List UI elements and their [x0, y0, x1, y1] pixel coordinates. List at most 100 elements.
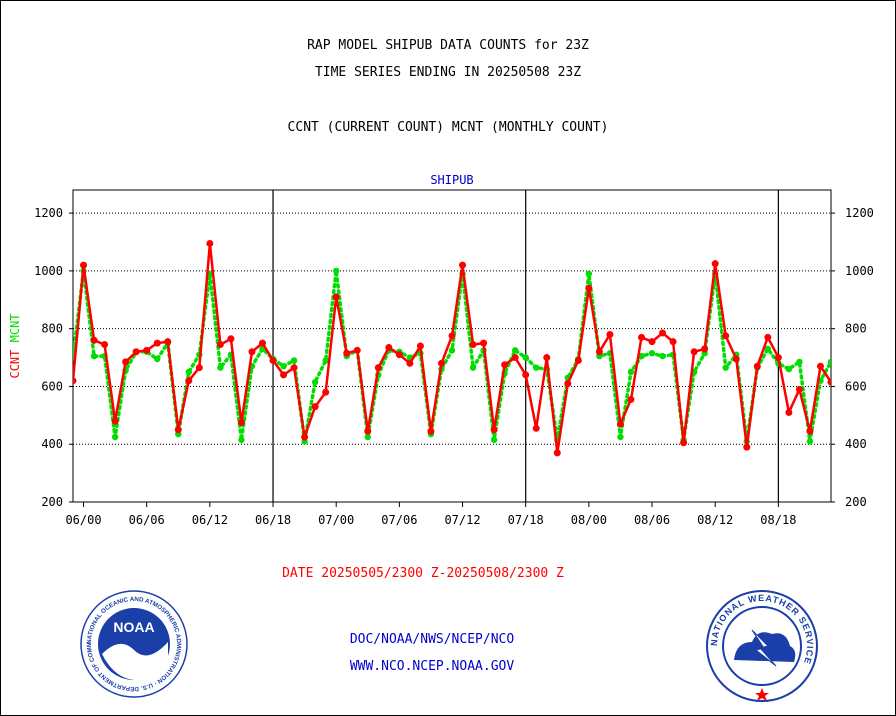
y-tick-label-right: 200 — [845, 495, 867, 509]
data-point-ccnt — [195, 364, 203, 372]
series-line-mcnt — [73, 269, 831, 444]
data-point-ccnt — [385, 343, 393, 351]
data-point-ccnt — [364, 427, 372, 435]
data-point-mcnt — [806, 438, 814, 445]
noaa-bird-icon — [102, 642, 168, 681]
data-point-ccnt — [701, 345, 709, 353]
data-point-mcnt — [311, 378, 319, 386]
nws-lightning-icon — [751, 629, 777, 667]
data-point-ccnt — [659, 329, 667, 337]
data-point-mcnt — [90, 352, 98, 360]
data-point-ccnt — [511, 354, 519, 362]
data-point-ccnt — [690, 348, 698, 356]
data-point-mcnt — [217, 364, 224, 371]
data-point-ccnt — [469, 341, 477, 349]
data-point-ccnt — [132, 348, 140, 356]
data-point-mcnt — [585, 270, 593, 277]
data-point-ccnt — [164, 338, 172, 346]
data-point-ccnt — [322, 388, 330, 396]
data-point-ccnt — [606, 330, 614, 338]
data-point-ccnt — [680, 439, 688, 447]
y-tick-label-right: 600 — [845, 379, 867, 393]
data-point-ccnt — [416, 342, 424, 350]
data-point-ccnt — [143, 346, 151, 354]
y-axis-label-mcnt: MCNT — [8, 313, 22, 349]
data-point-ccnt — [111, 417, 119, 425]
data-point-ccnt — [101, 341, 109, 349]
noaa-logo-text: NOAA — [113, 619, 154, 635]
data-point-ccnt — [627, 395, 635, 403]
data-point-ccnt — [711, 260, 719, 268]
y-tick-label: 600 — [41, 379, 63, 393]
date-range: DATE 20250505/2300 Z-20250508/2300 Z — [282, 566, 564, 581]
data-point-mcnt — [332, 267, 340, 275]
y-tick-label: 800 — [41, 322, 63, 336]
data-point-ccnt — [638, 333, 645, 341]
data-point-mcnt — [722, 364, 729, 371]
data-point-ccnt — [764, 333, 772, 341]
y-tick-label-right: 800 — [845, 322, 867, 336]
data-point-mcnt — [827, 358, 831, 366]
x-tick-label: 07/00 — [318, 513, 354, 527]
data-point-mcnt — [185, 368, 193, 376]
data-point-mcnt — [627, 368, 635, 376]
data-point-ccnt — [532, 424, 540, 432]
data-point-ccnt — [732, 355, 740, 363]
x-tick-label: 06/18 — [255, 513, 291, 527]
data-point-ccnt — [311, 403, 319, 411]
data-point-ccnt — [174, 426, 182, 434]
data-point-mcnt — [796, 358, 803, 366]
data-point-ccnt — [80, 261, 88, 269]
data-point-ccnt — [153, 339, 161, 347]
plot-title: SHIPUB — [430, 173, 473, 187]
page-title-line2: TIME SERIES ENDING IN 20250508 23Z — [314, 65, 582, 80]
plot-area — [73, 239, 831, 457]
x-tick-label: 07/12 — [444, 513, 480, 527]
data-point-ccnt — [501, 361, 509, 369]
data-point-mcnt — [659, 352, 666, 360]
data-point-ccnt — [301, 433, 309, 441]
data-point-ccnt — [406, 359, 414, 367]
data-point-ccnt — [722, 332, 730, 340]
data-point-mcnt — [364, 433, 371, 441]
data-point-ccnt — [206, 239, 214, 247]
data-point-ccnt — [122, 358, 130, 366]
x-tick-label: 08/00 — [571, 513, 607, 527]
x-tick-label: 06/06 — [129, 513, 165, 527]
data-point-mcnt — [785, 365, 793, 373]
data-point-ccnt — [73, 377, 77, 385]
data-point-ccnt — [616, 420, 624, 428]
website-link[interactable]: WWW.NCO.NCEP.NOAA.GOV — [349, 659, 515, 674]
data-point-ccnt — [248, 348, 256, 356]
y-tick-label-right: 400 — [845, 437, 867, 451]
data-point-mcnt — [764, 345, 772, 353]
data-point-ccnt — [648, 338, 656, 346]
agency-link[interactable]: DOC/NOAA/NWS/NCEP/NCO — [349, 632, 515, 647]
data-point-ccnt — [543, 354, 551, 362]
page-title: RAP MODEL SHIPUB DATA COUNTS for 23Z — [307, 38, 589, 53]
y-tick-label: 400 — [41, 437, 63, 451]
data-point-ccnt — [774, 354, 782, 362]
nws-star-icon — [755, 688, 769, 701]
data-point-mcnt — [469, 364, 477, 371]
data-point-mcnt — [322, 357, 329, 364]
data-point-mcnt — [290, 357, 298, 364]
x-tick-label: 07/18 — [508, 513, 544, 527]
x-tick-label: 07/06 — [381, 513, 417, 527]
y-tick-label-right: 1200 — [845, 206, 874, 220]
x-tick-label: 08/18 — [760, 513, 796, 527]
data-point-ccnt — [343, 349, 351, 357]
data-point-ccnt — [753, 362, 761, 370]
data-point-ccnt — [595, 348, 603, 356]
data-point-mcnt — [154, 355, 161, 363]
nws-logo: NATIONAL WEATHER SERVICE — [706, 590, 818, 702]
data-point-mcnt — [238, 436, 245, 444]
data-point-mcnt — [111, 433, 119, 441]
data-point-ccnt — [269, 356, 277, 364]
data-point-ccnt — [806, 427, 814, 435]
data-point-ccnt — [795, 385, 803, 393]
y-tick-label: 200 — [41, 495, 63, 509]
data-point-ccnt — [459, 261, 467, 269]
data-point-ccnt — [585, 284, 593, 292]
data-point-mcnt — [448, 347, 456, 354]
